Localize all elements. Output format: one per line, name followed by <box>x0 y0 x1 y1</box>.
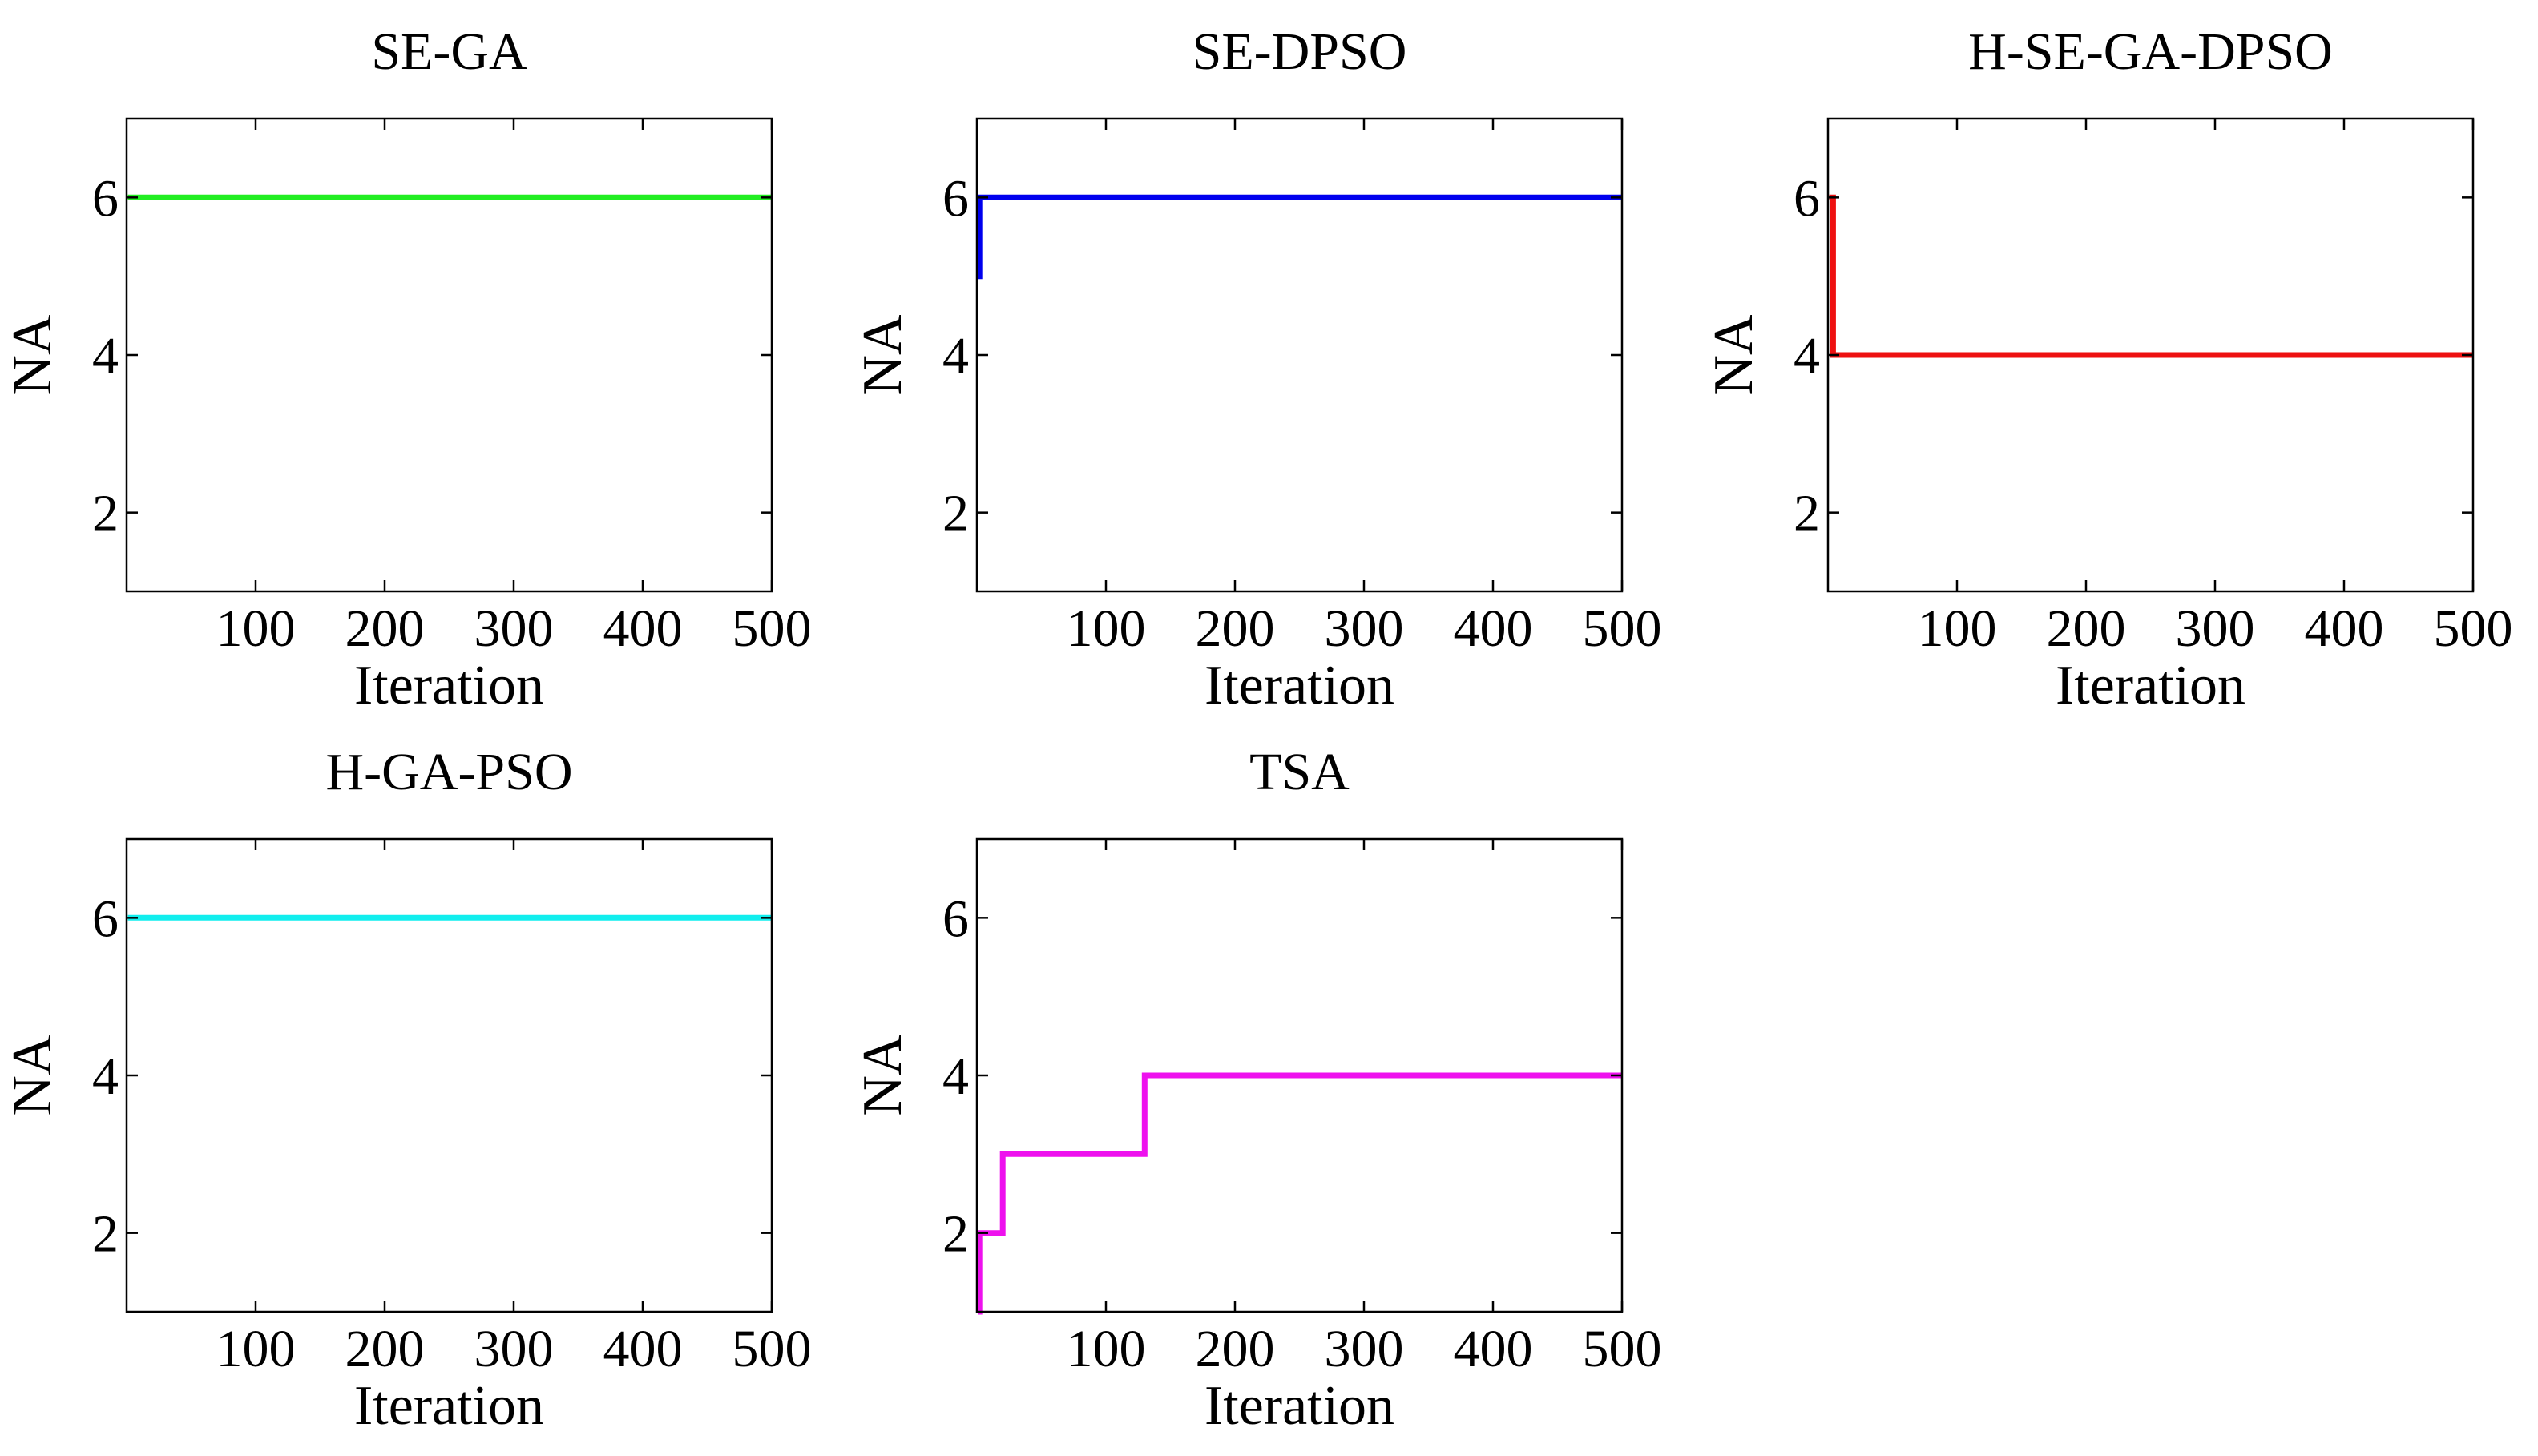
chart-title: H-GA-PSO <box>325 743 572 801</box>
x-axis-label: Iteration <box>1204 1375 1394 1437</box>
x-tick-label: 500 <box>732 599 812 658</box>
x-tick-label: 500 <box>732 1320 812 1378</box>
y-tick-label: 6 <box>1794 169 1820 228</box>
y-axis-label: NA <box>852 314 914 396</box>
x-tick-label: 500 <box>1583 1320 1662 1378</box>
axes-frame <box>125 837 773 1313</box>
x-tick-label: 100 <box>1067 599 1146 658</box>
x-tick-label: 300 <box>2176 599 2255 658</box>
chart-panel-h-ga-pso: H-GA-PSO 100 200 300 400 500 2 4 6 Iteration NA <box>2 743 812 1437</box>
y-tick-label: 2 <box>92 1205 119 1264</box>
y-axis-label: NA <box>2 314 63 396</box>
axes-frame <box>125 117 773 593</box>
x-tick-label: 100 <box>216 599 296 658</box>
series-line-tsa <box>976 1072 1622 1315</box>
chart-title: TSA <box>1249 743 1350 801</box>
x-tick-label: 100 <box>1067 1320 1146 1378</box>
y-axis-label: NA <box>1703 314 1765 396</box>
chart-title: SE-DPSO <box>1192 22 1407 81</box>
y-tick-label: 6 <box>942 169 969 228</box>
x-tick-label: 200 <box>345 599 425 658</box>
y-tick-label: 2 <box>942 485 969 543</box>
y-tick-label: 6 <box>92 169 119 228</box>
y-tick-label: 4 <box>942 327 969 385</box>
x-tick-label: 400 <box>1454 599 1533 658</box>
x-axis-label: Iteration <box>2056 655 2245 716</box>
chart-panel-tsa: TSA 100 200 300 400 500 2 4 6 Iteration NA <box>852 743 1662 1437</box>
x-tick-label: 200 <box>1196 599 1275 658</box>
y-tick-label: 4 <box>92 1047 119 1106</box>
x-tick-label: 200 <box>1196 1320 1275 1378</box>
x-tick-label: 500 <box>1583 599 1662 658</box>
x-tick-label: 300 <box>1325 599 1404 658</box>
series-line-h-se-ga-dpso <box>1829 194 2473 358</box>
x-tick-label: 300 <box>474 1320 554 1378</box>
chart-title: H-SE-GA-DPSO <box>1968 22 2333 81</box>
x-tick-label: 300 <box>1325 1320 1404 1378</box>
y-tick-label: 4 <box>1794 327 1820 385</box>
chart-panel-h-se-ga-dpso: H-SE-GA-DPSO 100 200 300 400 500 2 4 6 Iteration N… <box>1703 22 2513 716</box>
y-axis-label: NA <box>2 1035 63 1116</box>
y-tick-label: 4 <box>942 1047 969 1106</box>
x-tick-label: 300 <box>474 599 554 658</box>
x-tick-label: 400 <box>603 599 683 658</box>
x-tick-label: 500 <box>2434 599 2513 658</box>
series-line-se-dpso <box>976 194 1622 280</box>
x-tick-label: 400 <box>1454 1320 1533 1378</box>
x-tick-label: 100 <box>1918 599 1997 658</box>
chart-panel-se-ga: SE-GA 100 200 300 400 500 2 4 6 Iteration NA <box>2 22 812 716</box>
y-tick-label: 2 <box>1794 485 1820 543</box>
chart-panel-se-dpso: SE-DPSO 100 200 300 400 500 2 4 6 Iteration NA <box>852 22 1662 716</box>
x-tick-label: 400 <box>2305 599 2384 658</box>
x-axis-label: Iteration <box>354 655 544 716</box>
x-tick-label: 200 <box>2047 599 2126 658</box>
x-axis-label: Iteration <box>354 1375 544 1437</box>
x-tick-label: 200 <box>345 1320 425 1378</box>
y-tick-label: 2 <box>942 1205 969 1264</box>
y-tick-label: 2 <box>92 485 119 543</box>
y-tick-label: 4 <box>92 327 119 385</box>
y-tick-label: 6 <box>942 889 969 948</box>
y-axis-label: NA <box>852 1035 914 1116</box>
x-axis-label: Iteration <box>1204 655 1394 716</box>
x-tick-label: 100 <box>216 1320 296 1378</box>
y-tick-label: 6 <box>92 889 119 948</box>
x-tick-label: 400 <box>603 1320 683 1378</box>
chart-title: SE-GA <box>371 22 527 81</box>
axes-frame <box>975 117 1624 593</box>
